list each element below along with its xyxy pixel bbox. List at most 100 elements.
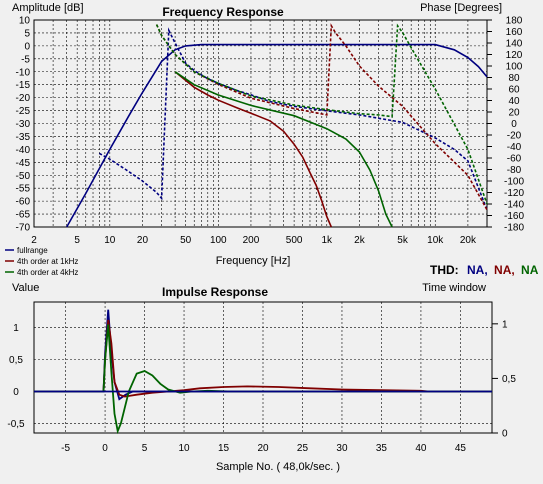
ir-xtick-label: -5 bbox=[61, 443, 70, 454]
legend-4khz: 4th order at 4kHz bbox=[17, 268, 78, 277]
fr-xtick-label: 100 bbox=[210, 235, 227, 246]
thd-value-4khz: NA bbox=[521, 263, 539, 277]
ir-grid bbox=[34, 302, 492, 433]
fr-ytick-right-label: -100 bbox=[504, 177, 524, 188]
fr-series-1-phase bbox=[98, 27, 488, 211]
frequency-response-chart: 2 5 10 20 50 100 200 500 1k 2k 5k 10k 20k1050-5-10-1… bbox=[5, 2, 539, 277]
fr-ytick-left-label: -25 bbox=[16, 106, 31, 117]
impulse-response-chart: -5 0 5 10 15 20 25 30 35 40 45 1 0,5 0 -0,5 1 0,5 0 Impul… bbox=[7, 282, 516, 473]
fr-ytick-left-label: -5 bbox=[21, 54, 30, 65]
fr-series-5-phase bbox=[155, 23, 488, 205]
fr-ytick-left-label: -55 bbox=[16, 184, 31, 195]
fr-ytick-right-label: -180 bbox=[504, 223, 524, 234]
fr-legend: fullrange 4th order at 1kHz 4th order at… bbox=[5, 246, 78, 277]
fr-ytick-right-label: -20 bbox=[507, 131, 522, 142]
ir-ticks: -5 0 5 10 15 20 25 30 35 40 45 1 0,5 0 -0,5 1 0,5 0 bbox=[7, 319, 516, 454]
fr-xtick-label: 2 bbox=[31, 235, 37, 246]
fr-ytick-left-label: -40 bbox=[16, 145, 31, 156]
fr-ytick-left-label: 10 bbox=[19, 16, 31, 27]
fr-ylabel-right: Phase [Degrees] bbox=[420, 2, 502, 14]
fr-ytick-right-label: 140 bbox=[506, 39, 523, 50]
ir-xtick-label: 40 bbox=[415, 443, 427, 454]
fr-xtick-label: 10k bbox=[427, 235, 444, 246]
thd-label: THD: bbox=[430, 263, 459, 277]
fr-ytick-left-label: 0 bbox=[24, 41, 30, 52]
fr-ticks: 2 5 10 20 50 100 200 500 1k 2k 5k 10k 20k1050-5-10-1… bbox=[16, 16, 525, 247]
fr-series-4-amplitude bbox=[174, 71, 393, 228]
ir-xtick-label: 0 bbox=[102, 443, 108, 454]
ir-ytick-left-label: 0 bbox=[13, 387, 19, 398]
fr-ytick-left-label: -20 bbox=[16, 93, 31, 104]
fr-ytick-right-label: -60 bbox=[507, 154, 522, 165]
fr-ytick-left-label: -70 bbox=[16, 223, 31, 234]
fr-ytick-left-label: -15 bbox=[16, 80, 31, 91]
fr-ytick-right-label: 80 bbox=[508, 73, 520, 84]
fr-ytick-right-label: 60 bbox=[508, 85, 520, 96]
fr-grid bbox=[34, 19, 487, 228]
fr-ytick-right-label: 180 bbox=[506, 16, 523, 27]
fr-ytick-right-label: 160 bbox=[506, 27, 523, 38]
ir-ytick-left-label: 0,5 bbox=[9, 355, 23, 366]
fr-title: Frequency Response bbox=[162, 5, 284, 19]
fr-series-0-amplitude bbox=[66, 43, 488, 228]
ir-xtick-label: 10 bbox=[178, 443, 190, 454]
ir-plot-frame bbox=[33, 301, 493, 434]
fr-xlabel: Frequency [Hz] bbox=[216, 255, 291, 267]
fr-xtick-label: 500 bbox=[286, 235, 303, 246]
fr-ytick-left-label: -30 bbox=[16, 119, 31, 130]
fr-ytick-left-label: -50 bbox=[16, 171, 31, 182]
fr-ytick-left-label: -65 bbox=[16, 210, 31, 221]
ir-xtick-label: 15 bbox=[218, 443, 230, 454]
fr-ytick-left-label: -60 bbox=[16, 197, 31, 208]
ir-xtick-label: 35 bbox=[376, 443, 388, 454]
ir-xtick-label: 30 bbox=[336, 443, 348, 454]
ir-ytick-left-label: -0,5 bbox=[7, 419, 25, 430]
fr-ylabel-left: Amplitude [dB] bbox=[12, 2, 84, 14]
ir-xtick-label: 45 bbox=[455, 443, 467, 454]
ir-ytick-right-label: 1 bbox=[502, 319, 508, 330]
fr-ytick-left-label: -45 bbox=[16, 158, 31, 169]
ir-ylabel-right: Time window bbox=[422, 282, 486, 294]
fr-xtick-label: 5 bbox=[74, 235, 80, 246]
fr-xtick-label: 50 bbox=[180, 235, 192, 246]
fr-ytick-right-label: 100 bbox=[506, 62, 523, 73]
ir-series bbox=[34, 309, 492, 435]
fr-xtick-label: 2k bbox=[354, 235, 366, 246]
fr-xtick-label: 1k bbox=[321, 235, 333, 246]
thd-readout: THD: NA, NA, NA bbox=[430, 263, 539, 277]
ir-ylabel-left: Value bbox=[12, 282, 39, 294]
ir-xtick-label: 5 bbox=[142, 443, 148, 454]
ir-ytick-right-label: 0,5 bbox=[502, 374, 516, 385]
fr-xtick-label: 5k bbox=[397, 235, 409, 246]
fr-ytick-right-label: -40 bbox=[507, 142, 522, 153]
ir-xlabel: Sample No. ( 48,0k/sec. ) bbox=[216, 461, 340, 473]
thd-value-fullrange: NA, bbox=[467, 263, 488, 277]
fr-ytick-right-label: -120 bbox=[504, 188, 524, 199]
fr-xtick-label: 20k bbox=[460, 235, 477, 246]
fr-ytick-left-label: -35 bbox=[16, 132, 31, 143]
fr-ytick-right-label: 0 bbox=[511, 119, 517, 130]
fr-series-2-amplitude bbox=[174, 71, 333, 228]
fr-ytick-right-label: -140 bbox=[504, 200, 524, 211]
fr-xtick-label: 10 bbox=[104, 235, 116, 246]
ir-title: Impulse Response bbox=[162, 285, 268, 299]
ir-ytick-right-label: 0 bbox=[502, 429, 508, 440]
fr-ytick-left-label: 5 bbox=[24, 28, 30, 39]
fr-xtick-label: 200 bbox=[243, 235, 260, 246]
fr-ytick-left-label: -10 bbox=[16, 67, 31, 78]
legend-fullrange: fullrange bbox=[17, 246, 48, 255]
ir-xtick-label: 20 bbox=[257, 443, 269, 454]
legend-1khz: 4th order at 1kHz bbox=[17, 257, 78, 266]
ir-xtick-label: 25 bbox=[297, 443, 309, 454]
fr-ytick-right-label: -160 bbox=[504, 211, 524, 222]
fr-ytick-right-label: -80 bbox=[507, 165, 522, 176]
fr-series bbox=[66, 23, 488, 228]
thd-value-1khz: NA, bbox=[494, 263, 515, 277]
ir-ytick-left-label: 1 bbox=[13, 323, 19, 334]
fr-xtick-label: 20 bbox=[137, 235, 149, 246]
fr-ytick-right-label: 20 bbox=[508, 108, 520, 119]
fr-ytick-right-label: 40 bbox=[508, 96, 520, 107]
fr-ytick-right-label: 120 bbox=[506, 50, 523, 61]
